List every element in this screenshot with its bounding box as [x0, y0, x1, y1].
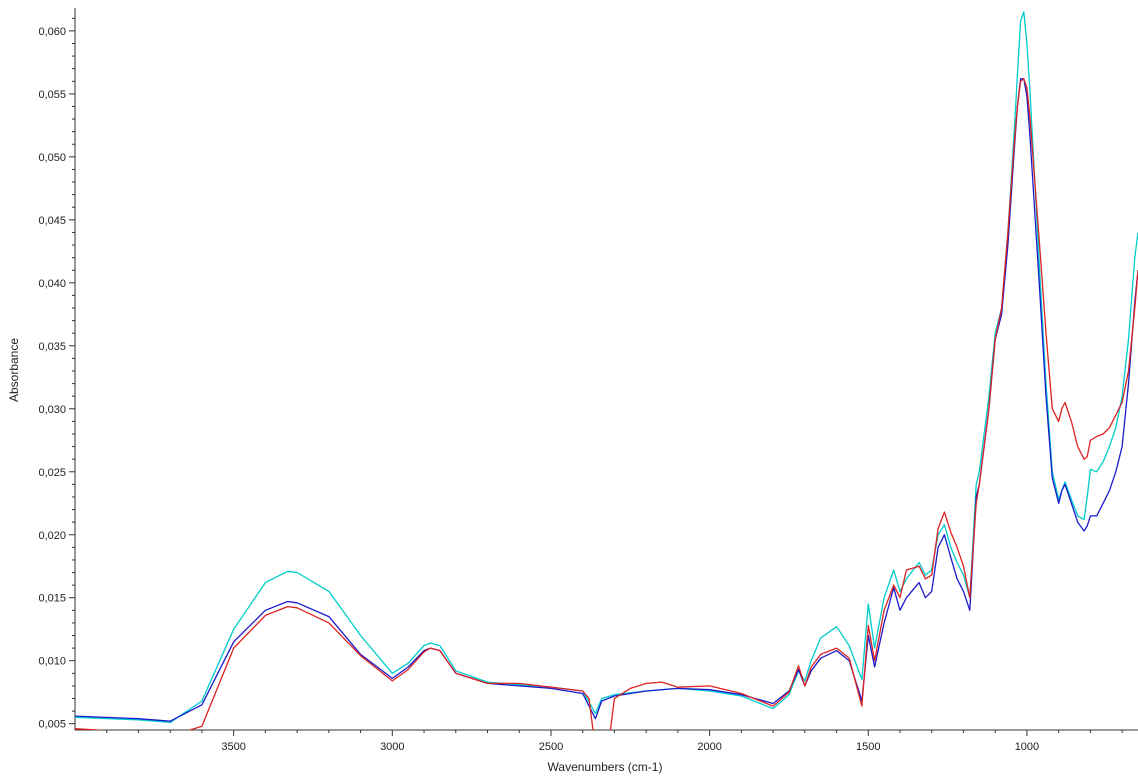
series-line-3	[75, 78, 1138, 730]
y-tick-label: 0,040	[38, 278, 66, 290]
y-tick-label: 0,045	[38, 215, 66, 227]
y-tick-label: 0,050	[38, 152, 66, 164]
series-line-1	[75, 11, 1138, 724]
x-tick-label: 1000	[1015, 741, 1039, 753]
y-tick-label: 0,030	[38, 404, 66, 416]
y-tick-label: 0,025	[38, 467, 66, 479]
series-line-2	[75, 78, 1138, 722]
y-axis-label: Absorbance	[7, 338, 21, 402]
x-tick-label: 2000	[697, 741, 721, 753]
y-tick-label: 0,020	[38, 530, 66, 542]
x-tick-label: 1500	[856, 741, 880, 753]
x-tick-label: 2500	[539, 741, 563, 753]
series-lines	[75, 11, 1138, 730]
y-axis: 0,005 0,010 0,015 0,020 0,025 0,030 0,035 0,040…	[38, 8, 76, 731]
x-tick-label: 3000	[380, 741, 404, 753]
y-tick-label: 0,015	[38, 593, 66, 605]
y-tick-label: 0,035	[38, 341, 66, 353]
y-tick-label: 0,055	[38, 89, 66, 101]
x-axis: 3500 3000 2500 2000 1500 1000	[75, 729, 1138, 753]
x-axis-label: Wavenumbers (cm-1)	[548, 760, 663, 774]
y-tick-label: 0,010	[38, 656, 66, 668]
y-tick-label: 0,005	[38, 719, 66, 731]
y-tick-label: 0,060	[38, 26, 66, 38]
x-tick-label: 3500	[221, 741, 245, 753]
